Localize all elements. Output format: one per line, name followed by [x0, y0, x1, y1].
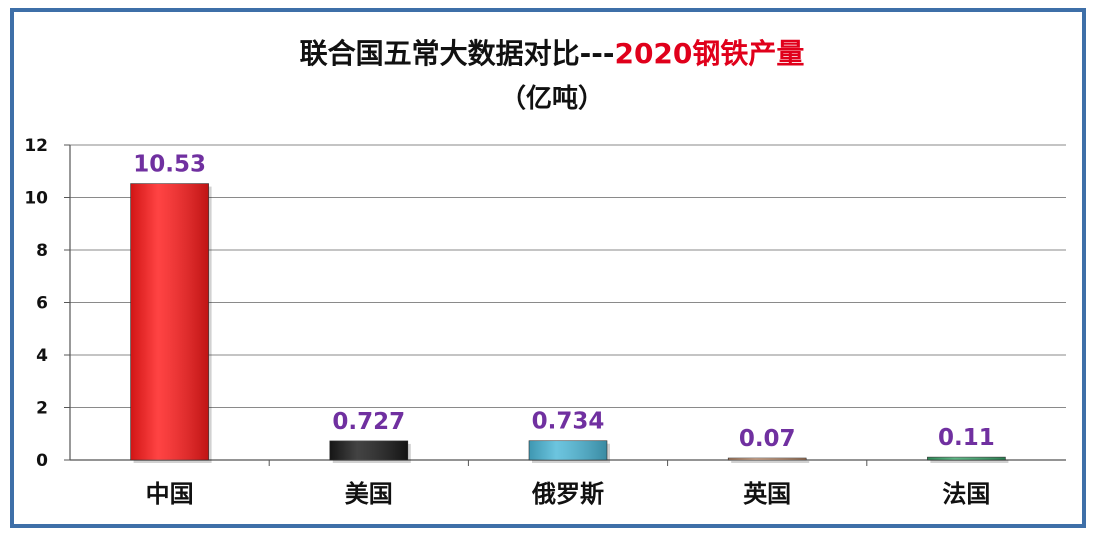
data-label: 10.53 [133, 152, 206, 178]
chart-title-prefix: 联合国五常大数据对比--- [299, 37, 615, 70]
bar-shadow [930, 460, 1009, 463]
y-tick-label: 8 [36, 241, 48, 261]
category-label: 中国 [146, 480, 194, 508]
bar-shading [728, 458, 807, 460]
category-label: 英国 [743, 480, 791, 508]
y-tick-label: 12 [24, 136, 48, 156]
y-tick-label: 4 [36, 346, 48, 366]
y-tick-label: 6 [36, 294, 48, 314]
bars [130, 183, 1009, 463]
bar-shading [529, 440, 607, 460]
data-label: 0.734 [532, 409, 605, 435]
gridlines [70, 144, 1066, 408]
y-tick-label: 0 [36, 451, 48, 471]
bar-shading [130, 183, 209, 460]
chart-subtitle: （亿吨） [499, 84, 604, 114]
category-label: 法国 [942, 480, 990, 508]
chart-title-highlight: 2020钢铁产量 [614, 37, 805, 70]
y-tick-label: 2 [36, 399, 48, 419]
y-tick-label: 10 [24, 189, 48, 209]
category-label: 俄罗斯 [531, 480, 604, 508]
data-label: 0.07 [739, 426, 796, 452]
category-label: 美国 [345, 480, 393, 508]
data-label: 0.11 [938, 425, 995, 451]
bar-shading [927, 457, 1006, 460]
bar-shadow [731, 461, 810, 463]
labels: 0 2 4 6 8 10 12 10.53 中国 0.727 美国 0.734 俄罗斯 0.07 英国 0.1… [24, 136, 994, 508]
bar-shading [329, 440, 408, 460]
chart-title: 联合国五常大数据对比---2020钢铁产量 [0, 32, 1104, 72]
data-label: 0.727 [332, 409, 405, 435]
